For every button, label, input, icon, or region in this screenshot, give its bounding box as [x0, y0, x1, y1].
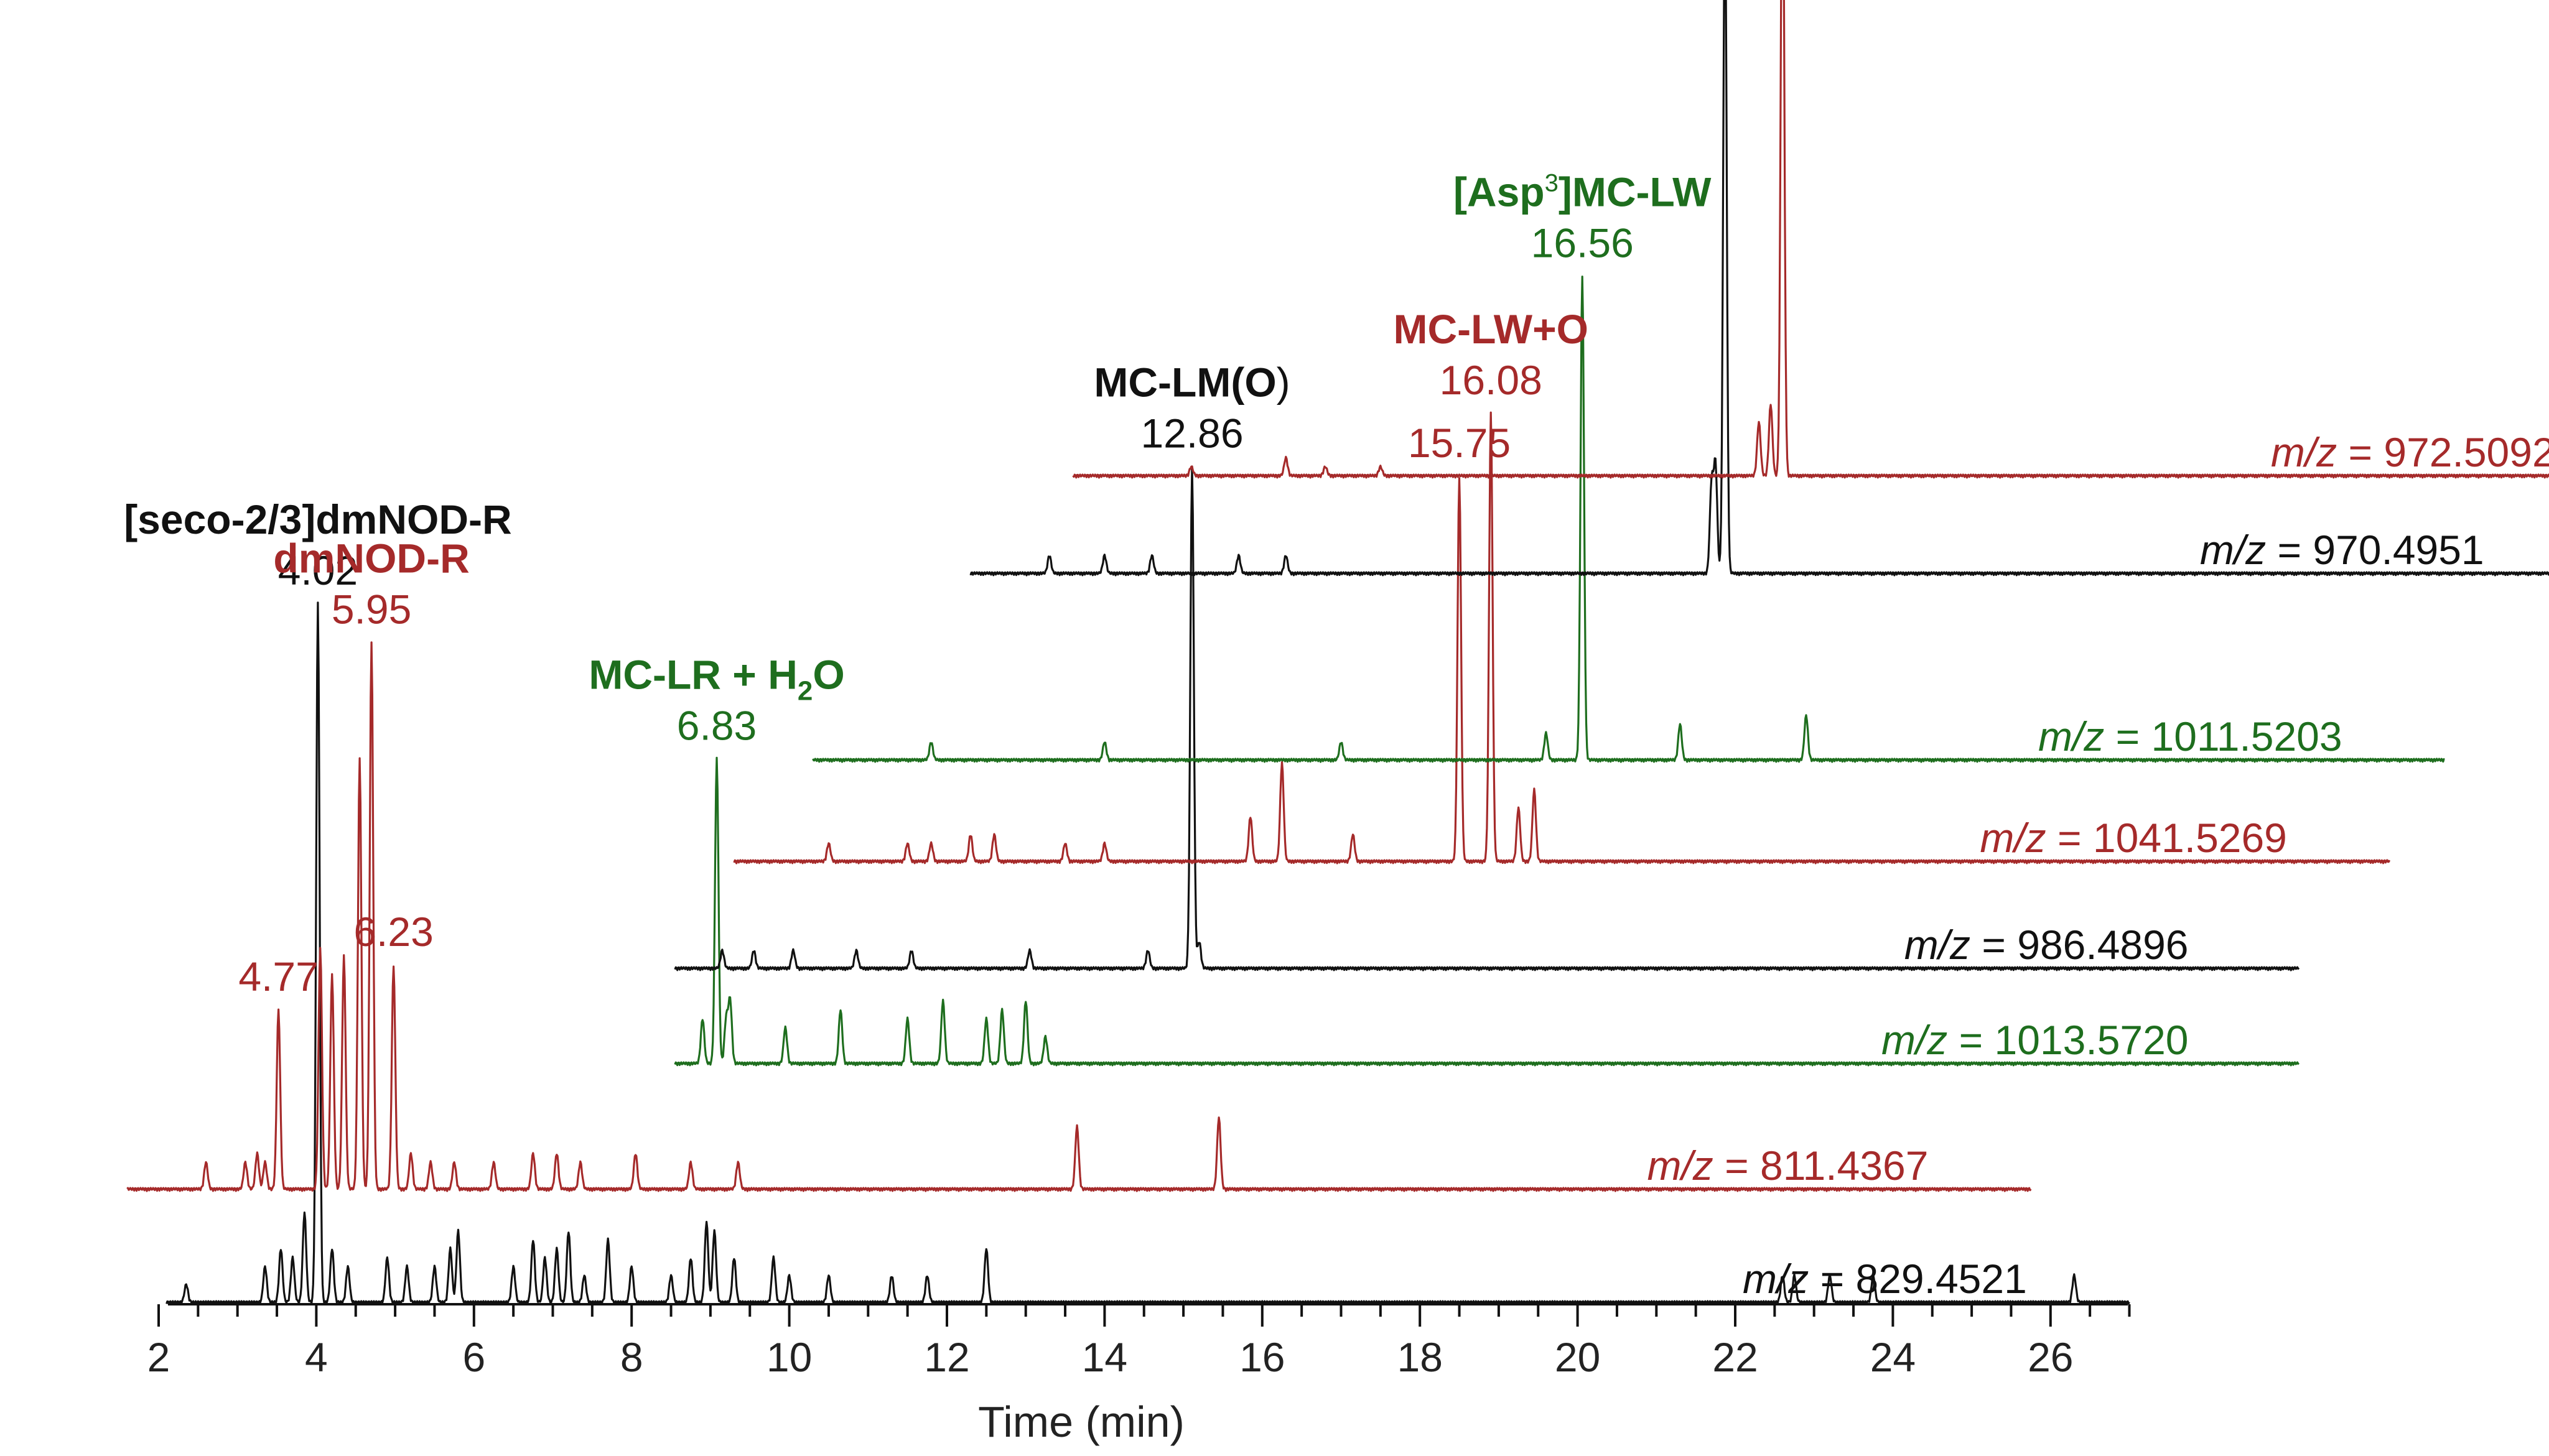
compound-name-part: O — [1244, 359, 1276, 406]
compound-name-part: ) — [1277, 359, 1290, 406]
x-tick-label: 4 — [305, 1334, 328, 1380]
mz-label: m/z = 986.4896 — [1904, 922, 2189, 968]
x-tick-label: 24 — [1870, 1334, 1916, 1380]
compound-name: MC-LW+O — [1393, 306, 1588, 352]
trace-s970 — [969, 0, 2549, 577]
compound-name-tail: ]MC-LW — [1559, 169, 1712, 215]
x-tick-label: 16 — [1239, 1334, 1285, 1380]
x-tick-label: 20 — [1555, 1334, 1600, 1380]
trace-s811 — [126, 641, 2032, 1192]
compound-name-tail: O — [813, 651, 844, 697]
compound-name: dmNOD-R — [273, 536, 469, 582]
x-tick-label: 2 — [147, 1334, 170, 1380]
mz-prefix: m/z — [2200, 527, 2266, 573]
mz-value: = 972.5092 — [2337, 429, 2549, 475]
mz-label: m/z = 811.4367 — [1647, 1143, 1928, 1189]
peak-compound-label: [seco-2/3]dmNOD-R — [124, 496, 511, 542]
mz-prefix: m/z — [1980, 815, 2046, 861]
mz-prefix: m/z — [1743, 1256, 1809, 1302]
x-axis: 2 4 6 8 10 12 14 16 18 20 22 24 26 Time (min) — [147, 1303, 2131, 1446]
mz-prefix: m/z — [2038, 713, 2104, 759]
compound-superscript: 3 — [1545, 169, 1559, 197]
peak-rt-label: 16.56 — [1531, 220, 1634, 266]
x-tick-label: 18 — [1397, 1334, 1442, 1380]
x-tick-label: 10 — [767, 1334, 812, 1380]
mz-value: = 811.4367 — [1713, 1143, 1929, 1189]
mz-label: m/z = 1011.5203 — [2038, 713, 2342, 759]
trace-s1041 — [733, 411, 2391, 865]
x-tick-label: 22 — [1712, 1334, 1758, 1380]
peak-labels: m/z = 829.4521 4.02 [seco-2/3]dmNOD-R m/z =… — [124, 169, 2549, 1302]
mz-prefix: m/z — [1881, 1017, 1947, 1063]
x-tick-label: 14 — [1082, 1334, 1127, 1380]
mz-value: = 829.4521 — [1809, 1256, 2027, 1302]
peak-rt-label: 15.75 — [1408, 420, 1511, 466]
mz-label: m/z = 829.4521 — [1743, 1256, 2027, 1302]
trace-s972 — [1072, 0, 2549, 479]
mz-prefix: m/z — [1647, 1143, 1713, 1189]
compound-name: MC-LM( — [1094, 359, 1244, 406]
mz-value: = 1013.5720 — [1947, 1017, 2188, 1063]
trace-s1013 — [674, 756, 2300, 1067]
peak-compound-label: MC-LW+O — [1393, 306, 1588, 352]
x-tick-label: 12 — [924, 1334, 969, 1380]
x-tick-label: 26 — [2028, 1334, 2073, 1380]
peak-rt-label: 12.86 — [1140, 410, 1243, 457]
mz-prefix: m/z — [2271, 429, 2337, 475]
peak-rt-label: 16.08 — [1440, 357, 1542, 403]
mz-label: m/z = 1013.5720 — [1881, 1017, 2189, 1063]
peak-compound-label: MC-LR + H2O — [589, 651, 844, 706]
x-tick-label: 8 — [620, 1334, 643, 1380]
mz-label: m/z = 972.5092 — [2271, 429, 2549, 475]
peak-rt-label: 4.77 — [238, 953, 318, 999]
compound-subscript: 2 — [798, 675, 813, 706]
peak-rt-label: 4.02 — [278, 547, 358, 593]
mz-value: = 1011.5203 — [2104, 713, 2342, 759]
trace-s829 — [165, 601, 2130, 1305]
peak-rt-label: 6.83 — [677, 702, 757, 748]
x-axis-title: Time (min) — [978, 1398, 1185, 1446]
peak-rt-label: 6.23 — [353, 909, 433, 955]
peak-compound-label: MC-LM(O) — [1094, 359, 1290, 406]
trace-s1011 — [812, 276, 2445, 763]
mz-value: = 970.4951 — [2266, 527, 2484, 573]
mz-prefix: m/z — [1904, 922, 1970, 968]
mz-label: m/z = 1041.5269 — [1980, 815, 2287, 861]
peak-rt-label: 5.95 — [332, 587, 411, 633]
mz-value: = 986.4896 — [1970, 922, 2189, 968]
mz-label: m/z = 970.4951 — [2200, 527, 2484, 573]
compound-name: MC-LR + H — [589, 651, 797, 697]
trace-s986 — [674, 465, 2300, 971]
compound-name: [seco-2/3]dmNOD-R — [124, 496, 511, 542]
peak-compound-label: dmNOD-R — [273, 536, 469, 582]
x-axis-ticks: 2 4 6 8 10 12 14 16 18 20 22 24 26 — [147, 1304, 2131, 1380]
mz-value: = 1041.5269 — [2046, 815, 2287, 861]
compound-name: [Asp — [1453, 169, 1545, 215]
peak-compound-label: [Asp3]MC-LW — [1453, 169, 1712, 215]
chromatogram-traces — [126, 0, 2549, 1305]
x-tick-label: 6 — [462, 1334, 485, 1380]
